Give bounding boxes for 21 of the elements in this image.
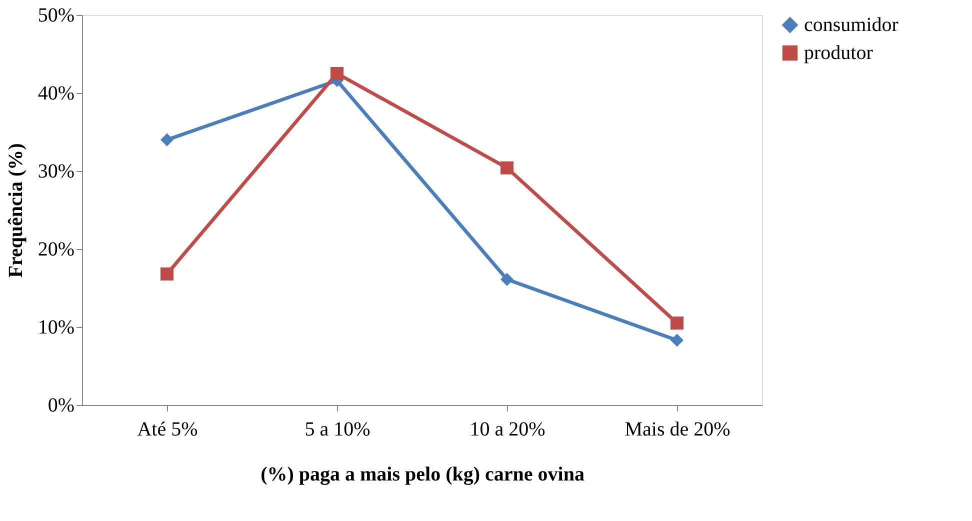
- point: [160, 133, 174, 146]
- point: [500, 161, 514, 174]
- point: [160, 267, 174, 280]
- x-tick-label: 5 a 10%: [304, 418, 370, 440]
- point: [330, 66, 344, 80]
- x-axis-title: (%) paga a mais pelo (kg) carne ovina: [260, 464, 584, 486]
- y-tick-label: 20%: [38, 238, 74, 260]
- x-tick-label: 10 a 20%: [470, 418, 546, 440]
- point: [500, 272, 514, 286]
- y-tick-label: 0%: [48, 394, 74, 416]
- point: [670, 316, 684, 330]
- legend-label: produtor: [804, 42, 874, 64]
- y-tick-label: 10%: [38, 316, 74, 338]
- y-tick-label: 50%: [38, 4, 74, 26]
- y-tick-label: 30%: [38, 160, 74, 182]
- y-tick-label: 40%: [38, 82, 74, 104]
- y-axis-title: Frequência (%): [4, 143, 27, 278]
- point: [670, 334, 684, 347]
- x-tick-label: Mais de 20%: [624, 418, 730, 440]
- legend-label: consumidor: [804, 14, 899, 36]
- x-tick-label: Até 5%: [137, 418, 198, 440]
